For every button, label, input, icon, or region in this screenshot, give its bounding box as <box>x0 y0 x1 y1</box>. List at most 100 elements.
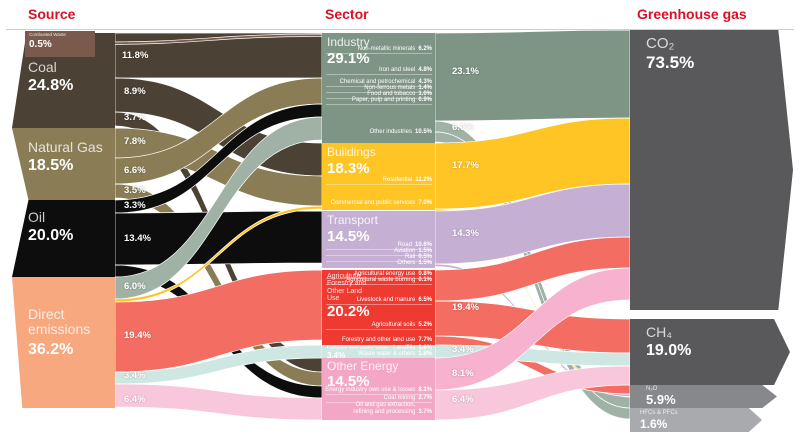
node-combusted-waste-name: Combusted Waste <box>29 32 66 37</box>
node-co2-value: 73.5% <box>646 53 695 72</box>
flow-label-gas-buildings: 7.8% <box>124 136 146 147</box>
node-afolu-value: 20.2% <box>327 303 370 320</box>
node-transport: Transport 14.5% Road 10.6% Aviation 1.5% R… <box>322 211 435 268</box>
breakdown-label: Landfills <box>393 345 416 351</box>
breakdown-label: Iron and steel <box>378 67 416 73</box>
node-waste-value: 3.4% <box>327 351 346 360</box>
breakdown-label: Coal mining <box>383 395 416 401</box>
flow-other-energy-ch4 <box>434 365 631 421</box>
node-oil-name: Oil <box>28 209 46 225</box>
flow-label-transport-co2: 14.3% <box>452 228 479 239</box>
breakdown-value: 11.2% <box>415 177 432 183</box>
breakdown-value: 2.7% <box>418 395 432 401</box>
breakdown-value: 1.6% <box>418 345 432 351</box>
breakdown-row: Other industries 10.5% <box>326 129 432 136</box>
node-natural-gas: Natural Gas 18.5% <box>12 128 115 200</box>
breakdown-value: 0.5% <box>418 254 432 260</box>
breakdown-row: Iron and steel 4.8% <box>326 67 432 75</box>
breakdown-value: 5.2% <box>418 322 432 328</box>
node-other-energy: Other Energy 14.5% Energy industry own u… <box>322 358 435 420</box>
breakdown-row: Livestock and manure 6.5% <box>326 297 432 305</box>
breakdown-value: 0.9% <box>418 97 432 103</box>
node-n2o-name: N₂O <box>646 386 658 392</box>
breakdown-value: 4.3% <box>418 79 432 85</box>
breakdown-value: 0.8% <box>418 271 432 277</box>
breakdown-value: 1.8% <box>418 351 432 357</box>
flow-label-direct-afolu: 19.4% <box>124 330 151 341</box>
breakdown-row: Others 1.5% <box>326 260 432 267</box>
breakdown-row: Landfills 1.6% <box>326 345 432 352</box>
node-oil: Oil 20.0% <box>12 200 115 277</box>
breakdown-row: Agricultural energy use 0.8% <box>326 271 432 279</box>
header-rule <box>6 29 794 30</box>
flow-label-waste-ch4: 3.4% <box>452 344 474 355</box>
breakdown-label: Non-metallic minerals <box>357 46 416 52</box>
flow-label-buildings-co2: 17.7% <box>452 160 479 171</box>
breakdown-label: Aviation <box>394 248 416 254</box>
node-transport-value: 14.5% <box>327 228 370 245</box>
node-coal-name: Coal <box>28 59 57 75</box>
node-buildings-value: 18.3% <box>327 160 370 177</box>
header-sector: Sector <box>325 6 369 22</box>
breakdown-value: 0.1% <box>418 277 432 283</box>
breakdown-label: Chemical and petrochemical <box>339 79 416 85</box>
node-ch4-name: CH₄ <box>646 324 672 340</box>
breakdown-row: Rail 0.5% <box>326 254 432 262</box>
flow-label-industry-other: 6.0% <box>452 122 474 133</box>
breakdown-value: 7.0% <box>418 200 432 206</box>
breakdown-value: 1.5% <box>418 248 432 254</box>
breakdown-label: Non-ferrous metals <box>364 85 416 91</box>
flow-label-direct-waste: 3.4% <box>124 370 146 381</box>
node-industry-value: 29.1% <box>327 50 370 67</box>
node-buildings-name: Buildings <box>327 145 376 159</box>
breakdown-label: Oil and gas extraction, refining and pro… <box>353 402 416 415</box>
breakdown-row: Energy industry own use & losses 8.1% <box>325 387 432 395</box>
breakdown-row: Coal mining 2.7% <box>326 395 432 403</box>
breakdown-row: Agricultural waste burning 0.1% <box>326 277 432 285</box>
breakdown-row: Food and tobacco 1.0% <box>326 91 432 99</box>
breakdown-row: Chemical and petrochemical 4.3% <box>326 79 432 87</box>
breakdown-label: Agricultural soils <box>371 322 416 328</box>
flow-label-coal-other: 3.7% <box>124 112 146 123</box>
breakdown-value: 10.5% <box>414 129 432 135</box>
breakdown-value: 1.5% <box>418 260 432 266</box>
node-natural-gas-value: 18.5% <box>28 157 74 174</box>
breakdown-value: 1.4% <box>418 85 432 91</box>
node-direct-emissions-value: 36.2% <box>28 341 74 358</box>
flow-label-coal-buildings: 8.9% <box>124 86 146 97</box>
node-co2: CO₂ 73.5% <box>630 30 793 310</box>
breakdown-label: Energy industry own use & losses <box>325 387 416 393</box>
breakdown-label: Residential <box>382 177 413 183</box>
flow-label-direct-industry: 6.0% <box>124 281 146 292</box>
node-ch4-value: 19.0% <box>646 342 692 359</box>
node-natural-gas-name: Natural Gas <box>28 139 103 155</box>
breakdown-label: Others <box>397 260 416 266</box>
breakdown-value: 10.6% <box>414 242 432 248</box>
breakdown-row: Non-metallic minerals 6.2% <box>326 46 432 54</box>
breakdown-label: Forestry and other land use <box>341 337 416 343</box>
flow-label-coal-industry: 11.8% <box>122 50 149 61</box>
node-industry-name: Industry <box>327 35 370 49</box>
node-waste-name: Landfills and waste water <box>327 345 389 351</box>
breakdown-label: Agricultural energy use <box>353 271 416 277</box>
breakdown-value: 8.1% <box>418 387 432 393</box>
header-greenhouse-gas: Greenhouse gas <box>637 6 747 22</box>
breakdown-value: 6.5% <box>418 297 432 303</box>
node-transport-name: Transport <box>327 213 378 227</box>
node-industry: Industry 29.1% Non-metallic minerals 6.2%… <box>322 33 435 143</box>
node-other-energy-value: 14.5% <box>327 373 370 390</box>
flow-label-gas-industry: 6.6% <box>124 165 146 176</box>
flow-direct-other-energy <box>114 383 323 421</box>
breakdown-label: Road <box>397 242 412 248</box>
flow-label-oil-industry: 3.3% <box>124 200 146 211</box>
node-combusted-waste-value: 0.5% <box>29 39 52 50</box>
flow-label-direct-other: 6.4% <box>124 394 146 405</box>
breakdown-label: Food and tobacco <box>367 91 416 97</box>
node-afolu: Agriculture, Forestry and Other Land Use… <box>322 270 435 345</box>
node-hfcs: HFCs & PFCs 1.6% <box>630 408 762 432</box>
flow-label-afolu-gases: 19.4% <box>452 302 479 313</box>
flow-label-industry-co2: 23.1% <box>452 66 479 77</box>
node-n2o: N₂O 5.9% <box>630 385 777 408</box>
breakdown-row: Agricultural soils 5.2% <box>326 322 432 330</box>
breakdown-value: 6.2% <box>418 46 432 52</box>
